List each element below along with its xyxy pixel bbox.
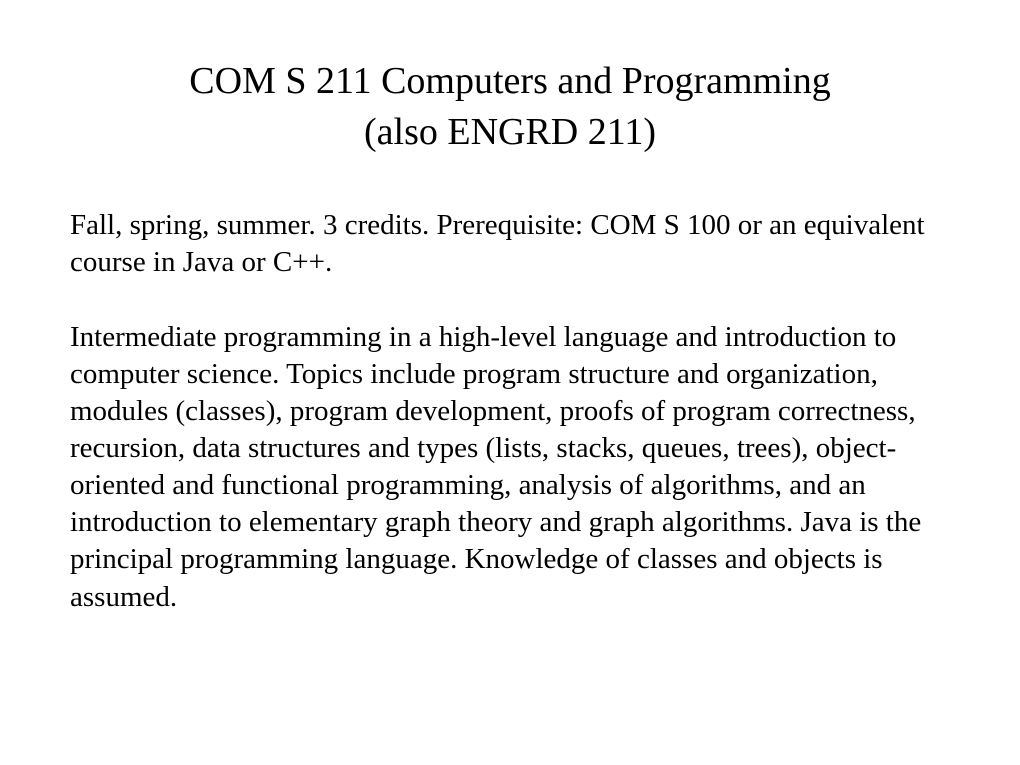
prerequisites-text: Fall, spring, summer. 3 credits. Prerequ… xyxy=(70,207,950,281)
course-title: COM S 211 Computers and Programming (als… xyxy=(70,56,950,159)
title-line-1: COM S 211 Computers and Programming xyxy=(70,56,950,107)
paragraph-spacer xyxy=(70,281,950,319)
title-line-2: (also ENGRD 211) xyxy=(70,107,950,158)
description-text: Intermediate programming in a high-level… xyxy=(70,319,950,616)
